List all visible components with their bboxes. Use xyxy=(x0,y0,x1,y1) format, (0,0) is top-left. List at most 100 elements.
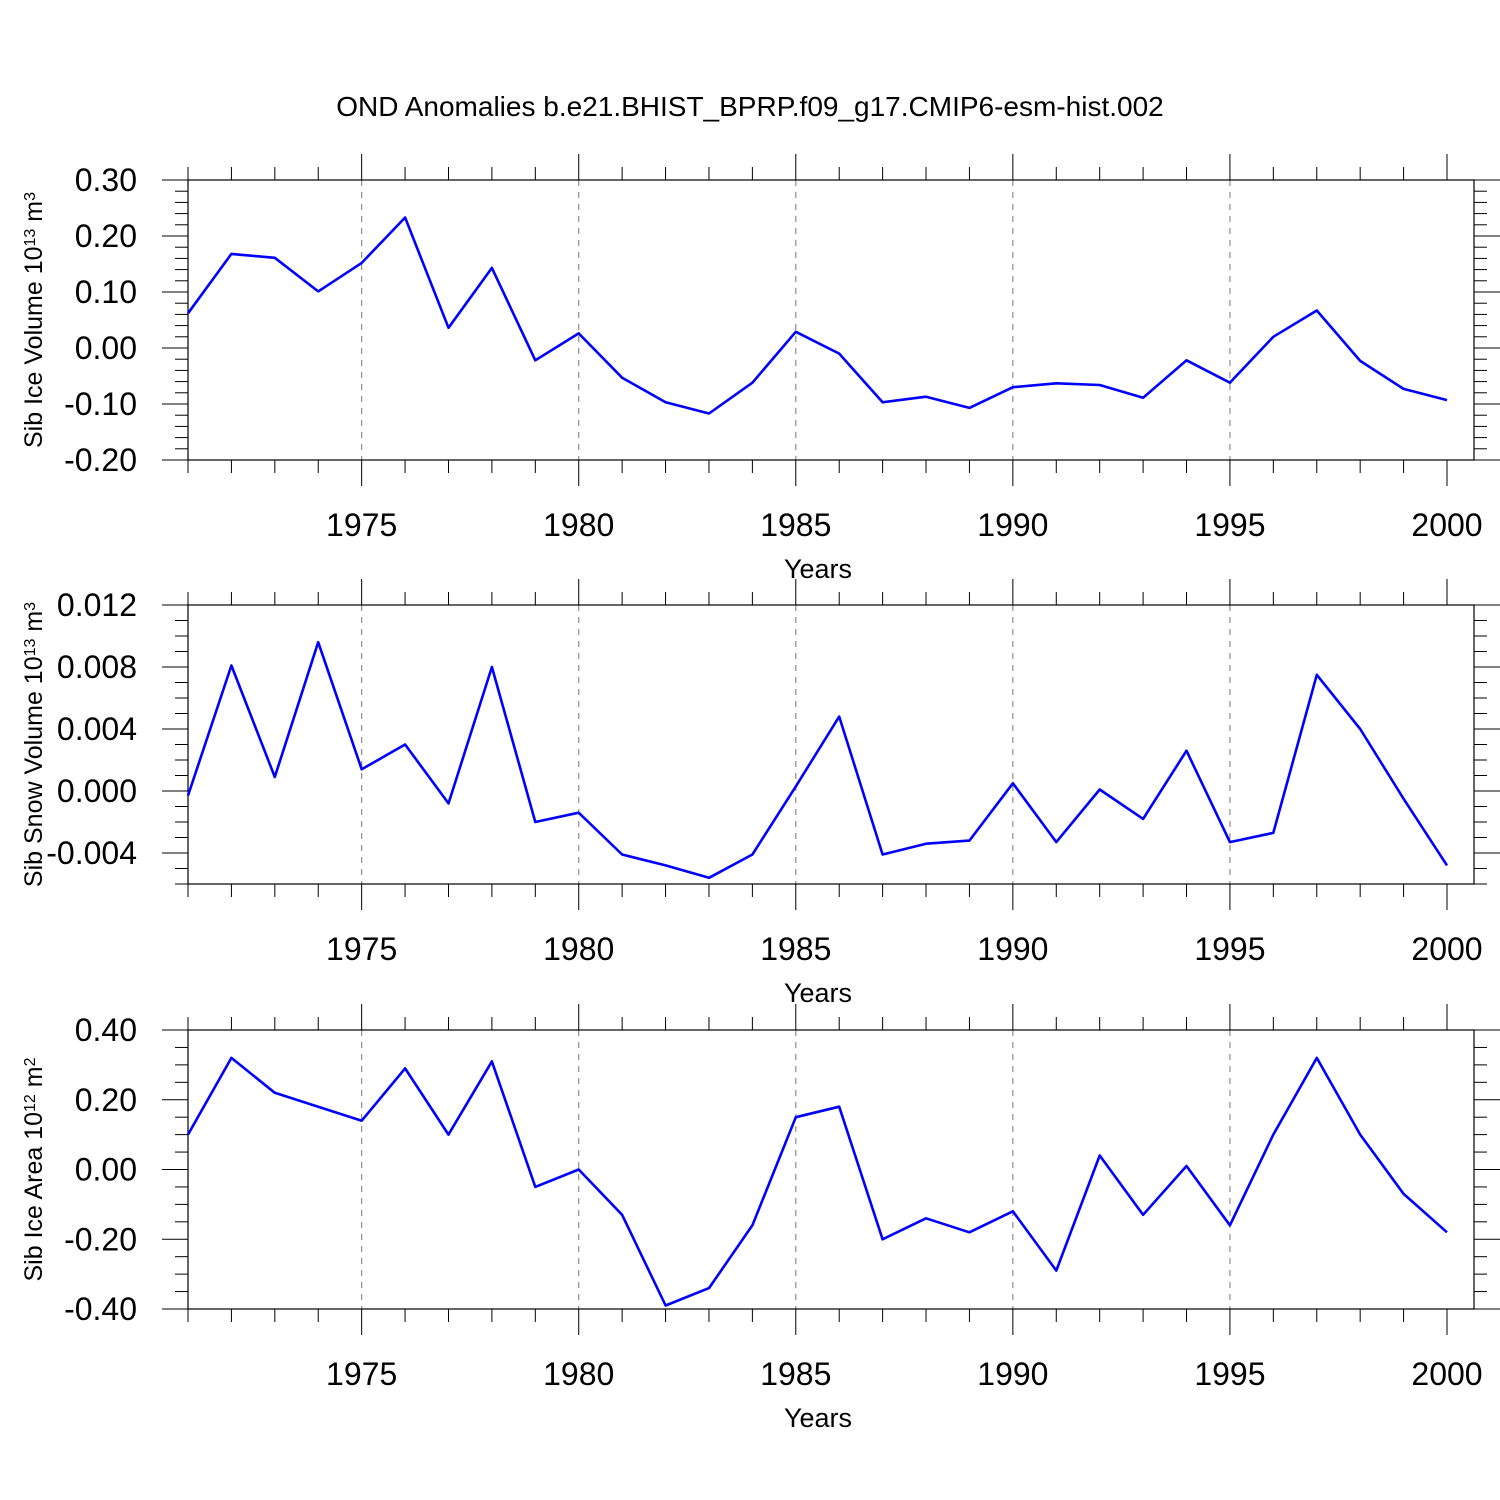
data-point-1991 xyxy=(1054,381,1058,385)
data-point-1980 xyxy=(577,331,581,335)
y-tick-marks xyxy=(162,604,1500,885)
data-point-1986 xyxy=(837,715,841,719)
x-axis-label: Years xyxy=(784,978,852,1008)
data-point-1980 xyxy=(577,1168,581,1172)
y-tick-marks xyxy=(162,1029,1500,1310)
data-point-1977 xyxy=(446,326,450,330)
data-point-2000 xyxy=(1445,398,1449,402)
y-tick-label: 0.012 xyxy=(57,587,137,623)
y-tick-label: 0.000 xyxy=(57,773,137,809)
data-point-1998 xyxy=(1358,727,1362,731)
data-point-1994 xyxy=(1185,358,1189,362)
data-point-1987 xyxy=(881,400,885,404)
y-tick-label: 0.40 xyxy=(75,1012,137,1048)
data-point-1992 xyxy=(1098,787,1102,791)
data-point-1988 xyxy=(924,1216,928,1220)
panel-1: -0.20 -0.10 0.00 0.10 0.20 0.30 1975 1980 1985 19… xyxy=(20,154,1500,584)
data-point-1984 xyxy=(750,1223,754,1227)
x-tick-label: 2000 xyxy=(1411,1356,1482,1392)
data-point-1974 xyxy=(316,1105,320,1109)
data-point-1988 xyxy=(924,395,928,399)
data-point-1976 xyxy=(403,743,407,747)
plot-frame xyxy=(187,604,1475,885)
data-point-1976 xyxy=(403,1066,407,1070)
y-tick-label: 0.20 xyxy=(75,218,137,254)
y-tick-label: 0.00 xyxy=(75,330,137,366)
data-point-1985 xyxy=(794,330,798,334)
x-tick-label: 2000 xyxy=(1411,507,1482,543)
x-tick-label: 1975 xyxy=(326,507,397,543)
x-tick-marks xyxy=(187,154,1448,486)
data-point-1979 xyxy=(533,820,537,824)
y-tick-marks xyxy=(162,179,1500,461)
data-point-1975 xyxy=(360,1119,364,1123)
data-point-1982 xyxy=(664,1304,668,1308)
data-point-1978 xyxy=(490,266,494,270)
plot-frame xyxy=(187,179,1475,461)
data-point-1998 xyxy=(1358,359,1362,363)
data-point-1973 xyxy=(273,1091,277,1095)
data-point-1989 xyxy=(967,406,971,410)
y-tick-label: 0.30 xyxy=(75,162,137,198)
panel-3: -0.40 -0.20 0.00 0.20 0.40 1975 1980 1985 1990 19… xyxy=(20,1004,1500,1433)
data-point-1981 xyxy=(620,376,624,380)
data-point-1992 xyxy=(1098,383,1102,387)
data-point-1986 xyxy=(837,1105,841,1109)
data-points xyxy=(186,216,1449,416)
data-point-2000 xyxy=(1445,1230,1449,1234)
data-point-1987 xyxy=(881,853,885,857)
panel-2: -0.004 0.000 0.004 0.008 0.012 1975 1980 1985 19… xyxy=(20,579,1500,1008)
data-point-1975 xyxy=(360,261,364,265)
data-point-1972 xyxy=(229,663,233,667)
data-point-1978 xyxy=(490,1059,494,1063)
data-point-1977 xyxy=(446,801,450,805)
data-point-1983 xyxy=(707,876,711,880)
data-point-1989 xyxy=(967,839,971,843)
data-point-1992 xyxy=(1098,1154,1102,1158)
data-point-1999 xyxy=(1402,1192,1406,1196)
x-tick-label: 1985 xyxy=(760,507,831,543)
y-tick-label: 0.10 xyxy=(75,274,137,310)
data-point-1987 xyxy=(881,1237,885,1241)
y-tick-label: -0.10 xyxy=(64,386,137,422)
data-point-1993 xyxy=(1141,396,1145,400)
x-tick-marks xyxy=(187,1004,1448,1335)
data-point-1984 xyxy=(750,853,754,857)
x-tick-label: 1990 xyxy=(977,931,1048,967)
data-point-1979 xyxy=(533,358,537,362)
data-point-1989 xyxy=(967,1230,971,1234)
data-point-1980 xyxy=(577,811,581,815)
chart-title: OND Anomalies b.e21.BHIST_BPRP.f09_g17.C… xyxy=(336,91,1163,122)
data-point-1971 xyxy=(186,794,190,798)
data-point-1979 xyxy=(533,1185,537,1189)
data-point-1973 xyxy=(273,775,277,779)
x-tick-label: 1975 xyxy=(326,931,397,967)
y-tick-label: -0.20 xyxy=(64,1221,137,1257)
data-point-1983 xyxy=(707,412,711,416)
data-point-1994 xyxy=(1185,1164,1189,1168)
data-point-1981 xyxy=(620,853,624,857)
x-axis-label: Years xyxy=(784,554,852,584)
data-point-1991 xyxy=(1054,1269,1058,1273)
data-point-1978 xyxy=(490,665,494,669)
x-tick-label: 2000 xyxy=(1411,931,1482,967)
data-point-1993 xyxy=(1141,1213,1145,1217)
data-point-1997 xyxy=(1315,1056,1319,1060)
data-point-1971 xyxy=(186,1133,190,1137)
data-point-1995 xyxy=(1228,1223,1232,1227)
x-tick-label: 1985 xyxy=(760,1356,831,1392)
data-points xyxy=(186,1056,1449,1308)
data-point-1985 xyxy=(794,1115,798,1119)
data-point-1981 xyxy=(620,1213,624,1217)
x-tick-marks xyxy=(187,579,1448,910)
data-point-1996 xyxy=(1271,1133,1275,1137)
y-tick-label: 0.00 xyxy=(75,1152,137,1188)
x-axis-label: Years xyxy=(784,1403,852,1433)
data-point-1976 xyxy=(403,216,407,220)
x-tick-label: 1995 xyxy=(1194,507,1265,543)
data-point-1986 xyxy=(837,352,841,356)
data-point-1974 xyxy=(316,289,320,293)
data-point-1999 xyxy=(1402,387,1406,391)
y-tick-label: 0.20 xyxy=(75,1082,137,1118)
